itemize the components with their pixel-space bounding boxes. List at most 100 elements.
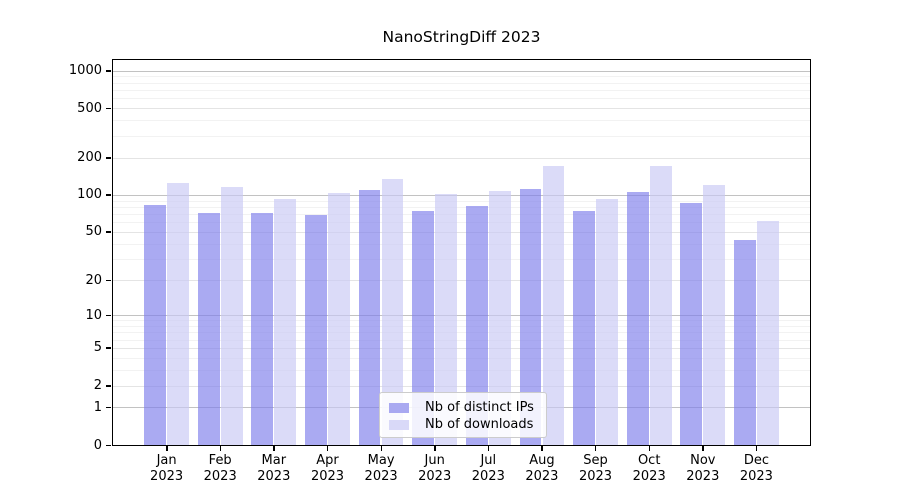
x-label-month: Jan [156, 453, 177, 468]
gridline-3 [113, 369, 810, 371]
x-tick-nov [702, 446, 704, 451]
legend-swatch-icon [389, 402, 409, 413]
x-tick-label-aug: Aug 2023 [510, 453, 574, 484]
gridline-40 [113, 243, 810, 245]
x-label-year: 2023 [257, 468, 291, 484]
bar-mar-downloads [274, 198, 297, 445]
x-label-year: 2023 [525, 468, 559, 484]
gridline-80 [113, 206, 810, 208]
y-tick-label-1000: 1000 [68, 63, 102, 78]
gridline-200 [113, 157, 810, 159]
x-tick-label-feb: Feb 2023 [188, 453, 252, 484]
y-tick-10 [106, 314, 111, 316]
bar-nov-downloads [703, 185, 726, 445]
x-label-month: Aug [529, 453, 555, 468]
legend-row-distinct-ips: Nb of distinct IPs [380, 399, 546, 416]
x-label-year: 2023 [471, 468, 505, 484]
gridline-700 [113, 89, 810, 91]
y-tick-5 [106, 347, 111, 349]
x-label-month: Oct [637, 453, 661, 468]
bar-jan-distinct-ips [144, 204, 166, 445]
gridline-2 [113, 385, 810, 387]
gridline-600 [113, 98, 810, 100]
y-tick-0 [106, 444, 111, 446]
x-tick-label-apr: Apr 2023 [296, 453, 360, 484]
y-tick-200 [106, 157, 111, 159]
x-tick-label-dec: Dec 2023 [724, 453, 788, 484]
y-tick-label-5: 5 [93, 340, 102, 356]
x-tick-label-jan: Jan 2023 [135, 453, 199, 484]
x-tick-label-jun: Jun 2023 [403, 453, 467, 484]
bar-nov-distinct-ips [680, 202, 703, 445]
y-tick-20 [106, 279, 111, 281]
x-tick-label-mar: Mar 2023 [242, 453, 306, 484]
chart-title: NanoStringDiff 2023 [382, 28, 541, 46]
bar-feb-downloads [220, 187, 243, 445]
gridline-800 [113, 82, 810, 84]
bar-aug-distinct-ips [519, 188, 542, 445]
x-tick-apr [326, 446, 329, 451]
bar-aug-downloads [542, 165, 565, 445]
gridline-70 [113, 214, 810, 215]
bar-apr-downloads [328, 192, 350, 445]
x-tick-dec [755, 446, 758, 451]
x-label-month: Mar [261, 453, 287, 468]
x-label-month: Feb [208, 453, 232, 468]
x-tick-feb [219, 446, 222, 451]
y-tick-label-100: 100 [77, 187, 102, 203]
x-label-month: Apr [316, 453, 339, 468]
gridline-7 [113, 332, 810, 334]
gridline-400 [113, 120, 810, 122]
y-tick-label-500: 500 [77, 100, 102, 116]
y-tick-50 [106, 231, 111, 233]
bar-dec-distinct-ips [734, 239, 756, 445]
gridline-10 [113, 315, 810, 316]
x-label-year: 2023 [578, 468, 613, 484]
bar-jun-distinct-ips [412, 211, 435, 445]
bar-feb-distinct-ips [197, 213, 220, 445]
gridline-4 [113, 357, 810, 359]
bar-jul-downloads [488, 190, 511, 445]
x-tick-label-jul: Jul 2023 [456, 453, 520, 484]
bar-jun-downloads [435, 194, 458, 445]
x-label-month: May [367, 453, 395, 468]
x-tick-label-may: May 2023 [349, 453, 413, 484]
y-tick-2 [106, 385, 111, 387]
bar-oct-downloads [649, 166, 672, 445]
legend-label: Nb of downloads [425, 417, 534, 432]
gridline-8 [113, 325, 810, 327]
x-label-year: 2023 [686, 468, 720, 484]
bar-oct-distinct-ips [626, 191, 649, 445]
gridline-5 [113, 347, 810, 349]
gridline-6 [113, 339, 810, 341]
gridline-100 [113, 194, 810, 196]
gridline-50 [113, 231, 810, 233]
x-label-month: Dec [743, 453, 769, 468]
x-tick-mar [273, 446, 275, 451]
x-tick-may [380, 446, 382, 451]
gridline-30 [113, 258, 810, 260]
legend: Nb of distinct IPs Nb of downloads [379, 392, 547, 438]
gridline-90 [113, 200, 810, 202]
x-label-year: 2023 [418, 468, 452, 484]
bar-mar-distinct-ips [251, 213, 274, 445]
y-tick-label-50: 50 [85, 224, 102, 240]
x-label-month: Jul [480, 453, 497, 468]
y-tick-label-0: 0 [93, 437, 102, 453]
x-tick-jun [434, 446, 436, 451]
bar-may-downloads [381, 179, 404, 445]
x-tick-label-sep: Sep 2023 [564, 453, 628, 484]
bar-jul-distinct-ips [465, 205, 488, 445]
x-tick-label-oct: Oct 2023 [617, 453, 681, 484]
x-label-month: Sep [583, 453, 608, 468]
x-tick-jul [487, 446, 490, 451]
x-label-year: 2023 [632, 468, 666, 484]
y-tick-500 [106, 107, 111, 110]
gridline-9 [113, 320, 810, 322]
gridline-20 [113, 280, 810, 281]
plot-area: Nb of distinct IPs Nb of downloads [112, 59, 811, 446]
gridline-500 [113, 108, 810, 110]
x-label-year: 2023 [150, 468, 184, 484]
y-tick-label-200: 200 [77, 150, 102, 166]
